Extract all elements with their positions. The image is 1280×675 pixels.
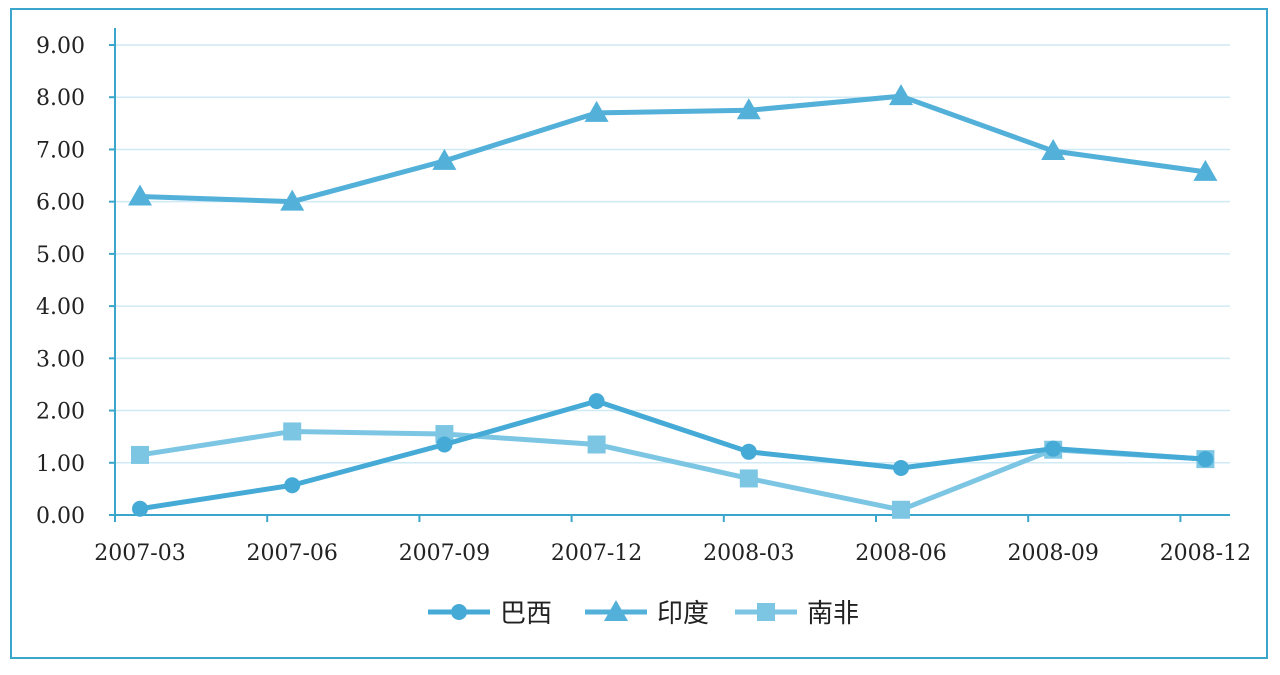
data-point: [1197, 451, 1214, 468]
data-point: [739, 469, 758, 488]
x-tick-label: 2007-09: [399, 541, 490, 566]
x-tick-label: 2007-06: [246, 541, 337, 566]
x-tick-label: 2007-03: [94, 541, 185, 566]
y-tick-label: 9.00: [36, 34, 85, 59]
data-point: [284, 477, 301, 494]
data-point: [889, 84, 913, 106]
x-tick-label: 2008-12: [1160, 541, 1251, 566]
data-point: [432, 148, 457, 170]
series-circle: [132, 393, 1214, 517]
data-point: [436, 436, 453, 453]
data-point: [128, 184, 152, 206]
data-point: [283, 422, 302, 441]
data-point: [1045, 440, 1062, 457]
data-point: [736, 98, 761, 120]
y-tick-label: 8.00: [36, 86, 85, 111]
axes: [114, 28, 1230, 516]
data-point: [1193, 159, 1218, 181]
y-tick-label: 5.00: [36, 243, 85, 268]
y-tick-label: 1.00: [36, 452, 85, 477]
legend-marker: [604, 600, 628, 621]
legend-item: 印度: [585, 599, 709, 629]
y-tick-labels: 0.00 1.00 2.00 3.00 4.00 5.00 6.00 7.00 8.00 9.00: [36, 34, 85, 529]
x-tick-label: 2008-03: [703, 541, 794, 566]
series-line: [139, 428, 1206, 513]
legend-item: 巴西: [428, 599, 552, 629]
data-point: [893, 460, 909, 476]
y-tick-label: 0.00: [36, 504, 85, 529]
legend-label: 南非: [807, 599, 859, 629]
series-line: [139, 398, 1206, 512]
series-lines: [128, 84, 1218, 519]
series-triangle: [128, 84, 1218, 211]
x-tick-label: 2008-09: [1007, 541, 1098, 566]
series-square: [131, 422, 1215, 519]
data-point: [892, 500, 910, 519]
x-tick-label: 2007-12: [551, 541, 642, 566]
data-point: [131, 445, 149, 464]
legend-item: 南非: [735, 599, 859, 629]
series-line: [139, 93, 1206, 205]
data-point: [584, 100, 609, 122]
legend-marker: [757, 603, 775, 621]
data-point: [1041, 139, 1066, 161]
chart-frame: [10, 8, 1268, 659]
data-point: [740, 443, 757, 460]
legend: 巴西 印度 南非: [428, 599, 859, 629]
data-point: [588, 393, 605, 410]
legend-marker: [451, 604, 467, 620]
y-tick-label: 2.00: [36, 400, 85, 425]
x-tick-labels: 2007-03 2007-06 2007-09 2007-12 2008-03 2008-…: [94, 515, 1251, 566]
y-tick-label: 3.00: [36, 347, 85, 372]
data-point: [280, 189, 305, 211]
x-tick-label: 2008-06: [855, 541, 946, 566]
y-tick-label: 7.00: [36, 138, 85, 163]
data-point: [587, 435, 606, 454]
legend-label: 印度: [657, 599, 709, 629]
legend-label: 巴西: [500, 599, 552, 629]
y-tick-label: 4.00: [36, 295, 85, 320]
y-tick-label: 6.00: [36, 191, 85, 216]
data-point: [132, 500, 148, 517]
